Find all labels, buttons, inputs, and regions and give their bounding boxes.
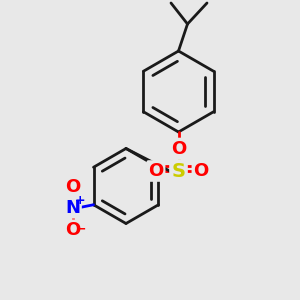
Text: N: N (65, 199, 80, 217)
Text: S: S (172, 161, 185, 181)
Text: O: O (171, 140, 186, 158)
Text: +: + (75, 194, 85, 207)
Text: O: O (65, 178, 80, 196)
Text: O: O (65, 221, 80, 239)
Text: O: O (148, 162, 164, 180)
Text: −: − (76, 222, 86, 235)
Text: O: O (194, 162, 208, 180)
